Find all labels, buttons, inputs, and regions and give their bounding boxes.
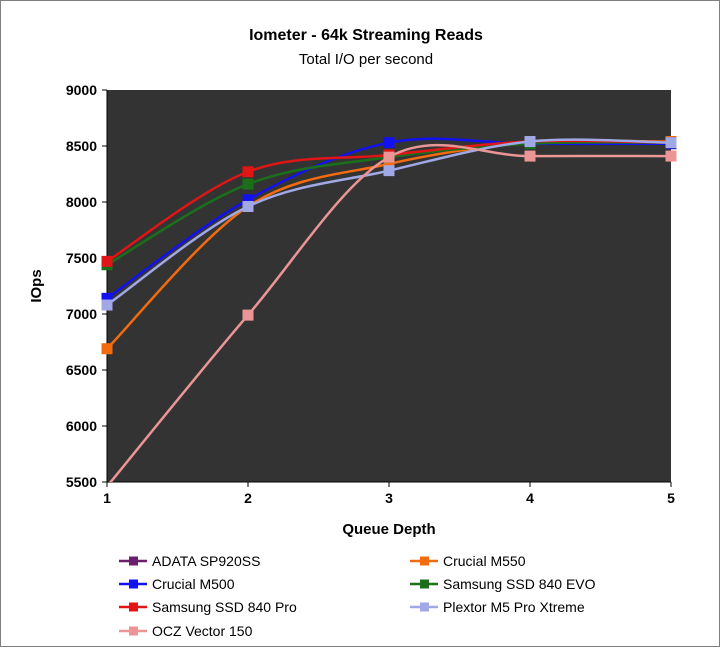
legend-label: Samsung SSD 840 Pro: [152, 599, 297, 615]
data-point: [524, 150, 536, 162]
x-tick-label: 4: [526, 490, 534, 506]
data-point: [101, 343, 113, 355]
chart-title: Iometer - 64k Streaming Reads: [249, 27, 483, 44]
y-tick-label: 8500: [66, 138, 97, 154]
y-axis-label: IOps: [28, 269, 45, 302]
data-point: [101, 255, 113, 267]
x-axis-label: Queue Depth: [342, 521, 435, 538]
axes: 5500 6000 6500 7000 7500 8000 8500 9000 1 2 3 4 5: [66, 82, 675, 506]
legend-item-ocz-vector-150: OCZ Vector 150: [119, 623, 253, 639]
legend-item-crucial-m550: Crucial M550: [410, 553, 526, 569]
data-point: [242, 309, 254, 321]
data-point: [101, 299, 113, 311]
series-ocz-vector-150: [109, 144, 677, 482]
data-point: [242, 178, 254, 190]
legend-label: OCZ Vector 150: [152, 623, 253, 639]
y-tick-label: 7000: [66, 306, 97, 322]
legend-label: Crucial M500: [152, 576, 235, 592]
x-tick-label: 1: [103, 490, 111, 506]
legend-marker: [129, 602, 138, 612]
legend-label: Plextor M5 Pro Xtreme: [443, 599, 585, 615]
series-layer: [101, 136, 677, 482]
legend: ADATA SP920SS Crucial M550 Crucial M500 Sam…: [119, 553, 596, 639]
legend-marker: [129, 579, 138, 589]
y-tick-label: 5500: [66, 474, 97, 490]
legend-label: ADATA SP920SS: [152, 553, 260, 569]
legend-marker: [420, 556, 429, 566]
series-line-ocz-vector-150: [109, 144, 671, 482]
legend-item-crucial-m500: Crucial M500: [119, 576, 235, 592]
x-tick-label: 3: [385, 490, 393, 506]
data-point: [242, 200, 254, 212]
legend-item-samsung-ssd-840-evo: Samsung SSD 840 EVO: [410, 576, 596, 592]
y-tick-label: 8000: [66, 194, 97, 210]
legend-item-plextor-m5-pro-xtreme: Plextor M5 Pro Xtreme: [410, 599, 585, 615]
data-point: [524, 136, 536, 148]
x-tick-label: 2: [244, 490, 252, 506]
legend-marker: [420, 579, 429, 589]
legend-marker: [129, 626, 138, 636]
y-tick-label: 9000: [66, 82, 97, 98]
data-point: [665, 150, 677, 162]
data-point: [383, 165, 395, 177]
legend-label: Samsung SSD 840 EVO: [443, 576, 596, 592]
plot-area: [107, 90, 671, 482]
data-point: [383, 158, 395, 170]
data-point: [242, 166, 254, 178]
data-point: [101, 292, 113, 304]
chart-subtitle: Total I/O per second: [299, 51, 433, 68]
y-tick-label: 6000: [66, 418, 97, 434]
y-tick-label: 6500: [66, 362, 97, 378]
series-plextor-m5-pro-xtreme: [101, 136, 677, 311]
data-point: [383, 151, 395, 163]
legend-marker: [129, 556, 138, 566]
y-tick-label: 7500: [66, 250, 97, 266]
legend-item-samsung-ssd-840-pro: Samsung SSD 840 Pro: [119, 599, 297, 615]
legend-item-adata-sp920ss: ADATA SP920SS: [119, 553, 260, 569]
data-point: [383, 137, 395, 149]
legend-marker: [420, 602, 429, 612]
legend-label: Crucial M550: [443, 553, 526, 569]
data-point: [242, 194, 254, 206]
x-tick-label: 5: [667, 490, 675, 506]
data-point: [665, 137, 677, 149]
